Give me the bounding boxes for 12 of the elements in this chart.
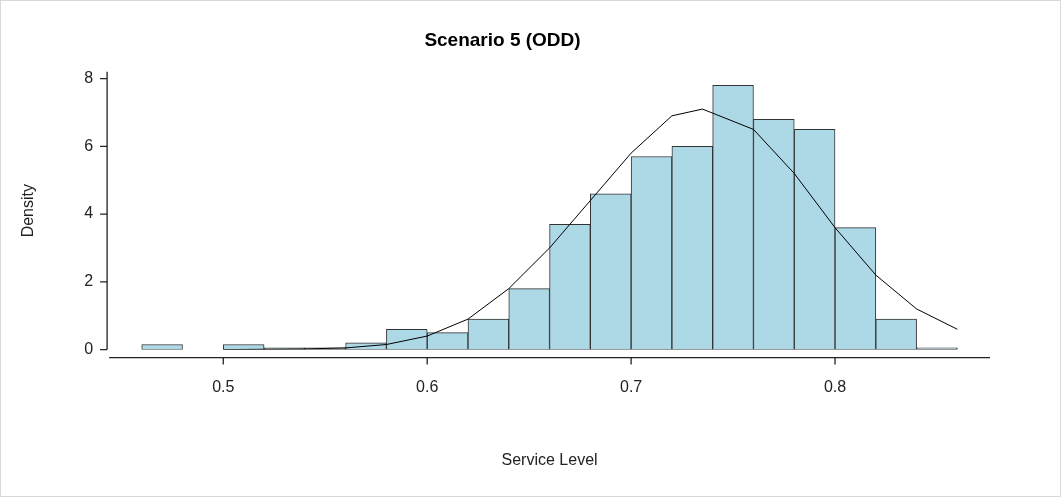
y-tick-label: 8 <box>84 68 94 86</box>
x-tick-label: 0.6 <box>416 377 439 395</box>
x-tick-label: 0.7 <box>619 377 643 395</box>
x-tick-label: 0.8 <box>823 377 847 395</box>
y-tick-label: 0 <box>84 340 94 358</box>
y-tick-label: 2 <box>84 272 94 290</box>
chart-title: Scenario 5 (ODD) <box>424 28 581 50</box>
y-tick-label: 6 <box>84 136 94 154</box>
x-tick-label: 0.5 <box>212 377 235 395</box>
x-axis-title: Service Level <box>501 450 598 468</box>
y-axis-title: Density <box>19 184 37 238</box>
y-tick-label: 4 <box>84 204 94 222</box>
